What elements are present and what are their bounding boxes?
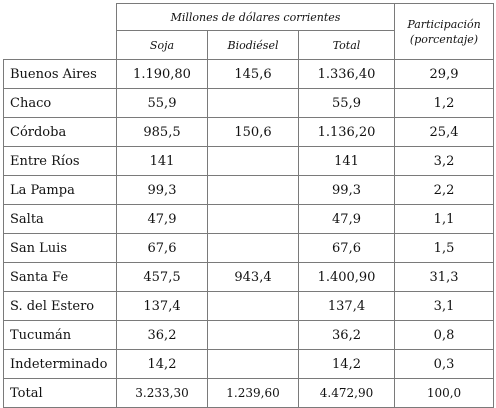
corner-cell <box>3 3 117 60</box>
row-label: Indeterminado <box>3 349 117 379</box>
cell-share: 2,2 <box>394 175 495 205</box>
cell-total: 36,2 <box>297 320 396 350</box>
table-row: S. del Estero 137,4 137,4 3,1 <box>3 291 495 321</box>
group-header: Millones de dólares corrientes <box>115 3 396 31</box>
cell-biodiesel <box>207 175 299 205</box>
row-label: Santa Fe <box>3 262 117 292</box>
cell-share: 0,3 <box>394 349 495 379</box>
cell-total: 4.472,90 <box>297 378 396 408</box>
cell-total: 1.136,20 <box>297 117 396 147</box>
cell-total: 99,3 <box>297 175 396 205</box>
cell-share: 100,0 <box>394 378 495 408</box>
cell-total: 67,6 <box>297 233 396 263</box>
cell-soja: 3.233,30 <box>116 378 208 408</box>
cell-soja: 985,5 <box>116 117 208 147</box>
cell-share: 1,1 <box>394 204 495 234</box>
table-row: Córdoba 985,5 150,6 1.136,20 25,4 <box>3 117 495 147</box>
col-header-soja: Soja <box>116 30 208 60</box>
table-row: Chaco 55,9 55,9 1,2 <box>3 88 495 118</box>
table-row: Salta 47,9 47,9 1,1 <box>3 204 495 234</box>
table-row: La Pampa 99,3 99,3 2,2 <box>3 175 495 205</box>
cell-total: 141 <box>297 146 396 176</box>
cell-soja: 67,6 <box>116 233 208 263</box>
total-row: Total 3.233,30 1.239,60 4.472,90 100,0 <box>3 378 495 408</box>
cell-biodiesel <box>207 320 299 350</box>
col-header-total: Total <box>297 30 396 60</box>
row-label: La Pampa <box>3 175 117 205</box>
exports-table: Millones de dólares corrientes Participa… <box>3 3 495 408</box>
cell-total: 137,4 <box>297 291 396 321</box>
cell-total: 47,9 <box>297 204 396 234</box>
cell-biodiesel <box>207 233 299 263</box>
cell-soja: 36,2 <box>116 320 208 350</box>
row-label: San Luis <box>3 233 117 263</box>
cell-total: 55,9 <box>297 88 396 118</box>
table-row: Indeterminado 14,2 14,2 0,3 <box>3 349 495 379</box>
table-row: San Luis 67,6 67,6 1,5 <box>3 233 495 263</box>
row-label: Chaco <box>3 88 117 118</box>
cell-share: 25,4 <box>394 117 495 147</box>
cell-soja: 457,5 <box>116 262 208 292</box>
cell-share: 1,5 <box>394 233 495 263</box>
cell-soja: 1.190,80 <box>116 59 208 89</box>
row-label: Salta <box>3 204 117 234</box>
cell-biodiesel <box>207 291 299 321</box>
cell-soja: 47,9 <box>116 204 208 234</box>
row-label: Córdoba <box>3 117 117 147</box>
table-row: Entre Ríos 141 141 3,2 <box>3 146 495 176</box>
cell-share: 29,9 <box>394 59 495 89</box>
table-row: Santa Fe 457,5 943,4 1.400,90 31,3 <box>3 262 495 292</box>
row-label: Buenos Aires <box>3 59 117 89</box>
cell-soja: 99,3 <box>116 175 208 205</box>
row-label: S. del Estero <box>3 291 117 321</box>
cell-total: 1.400,90 <box>297 262 396 292</box>
share-header-line1: Participación <box>407 17 481 31</box>
share-header: Participación (porcentaje) <box>394 3 495 60</box>
cell-total: 14,2 <box>297 349 396 379</box>
col-header-biodiesel: Biodiésel <box>207 30 299 60</box>
table-row: Tucumán 36,2 36,2 0,8 <box>3 320 495 350</box>
cell-biodiesel: 145,6 <box>207 59 299 89</box>
cell-share: 3,2 <box>394 146 495 176</box>
cell-soja: 141 <box>116 146 208 176</box>
cell-biodiesel: 943,4 <box>207 262 299 292</box>
cell-soja: 137,4 <box>116 291 208 321</box>
cell-total: 1.336,40 <box>297 59 396 89</box>
cell-biodiesel: 150,6 <box>207 117 299 147</box>
cell-share: 3,1 <box>394 291 495 321</box>
cell-biodiesel <box>207 146 299 176</box>
cell-biodiesel: 1.239,60 <box>207 378 299 408</box>
cell-soja: 14,2 <box>116 349 208 379</box>
row-label: Total <box>3 378 117 408</box>
table-row: Buenos Aires 1.190,80 145,6 1.336,40 29,9 <box>3 59 495 89</box>
share-header-line2: (porcentaje) <box>409 32 479 46</box>
cell-share: 0,8 <box>394 320 495 350</box>
cell-biodiesel <box>207 88 299 118</box>
cell-share: 1,2 <box>394 88 495 118</box>
cell-biodiesel <box>207 204 299 234</box>
cell-biodiesel <box>207 349 299 379</box>
cell-soja: 55,9 <box>116 88 208 118</box>
row-label: Tucumán <box>3 320 117 350</box>
row-label: Entre Ríos <box>3 146 117 176</box>
cell-share: 31,3 <box>394 262 495 292</box>
